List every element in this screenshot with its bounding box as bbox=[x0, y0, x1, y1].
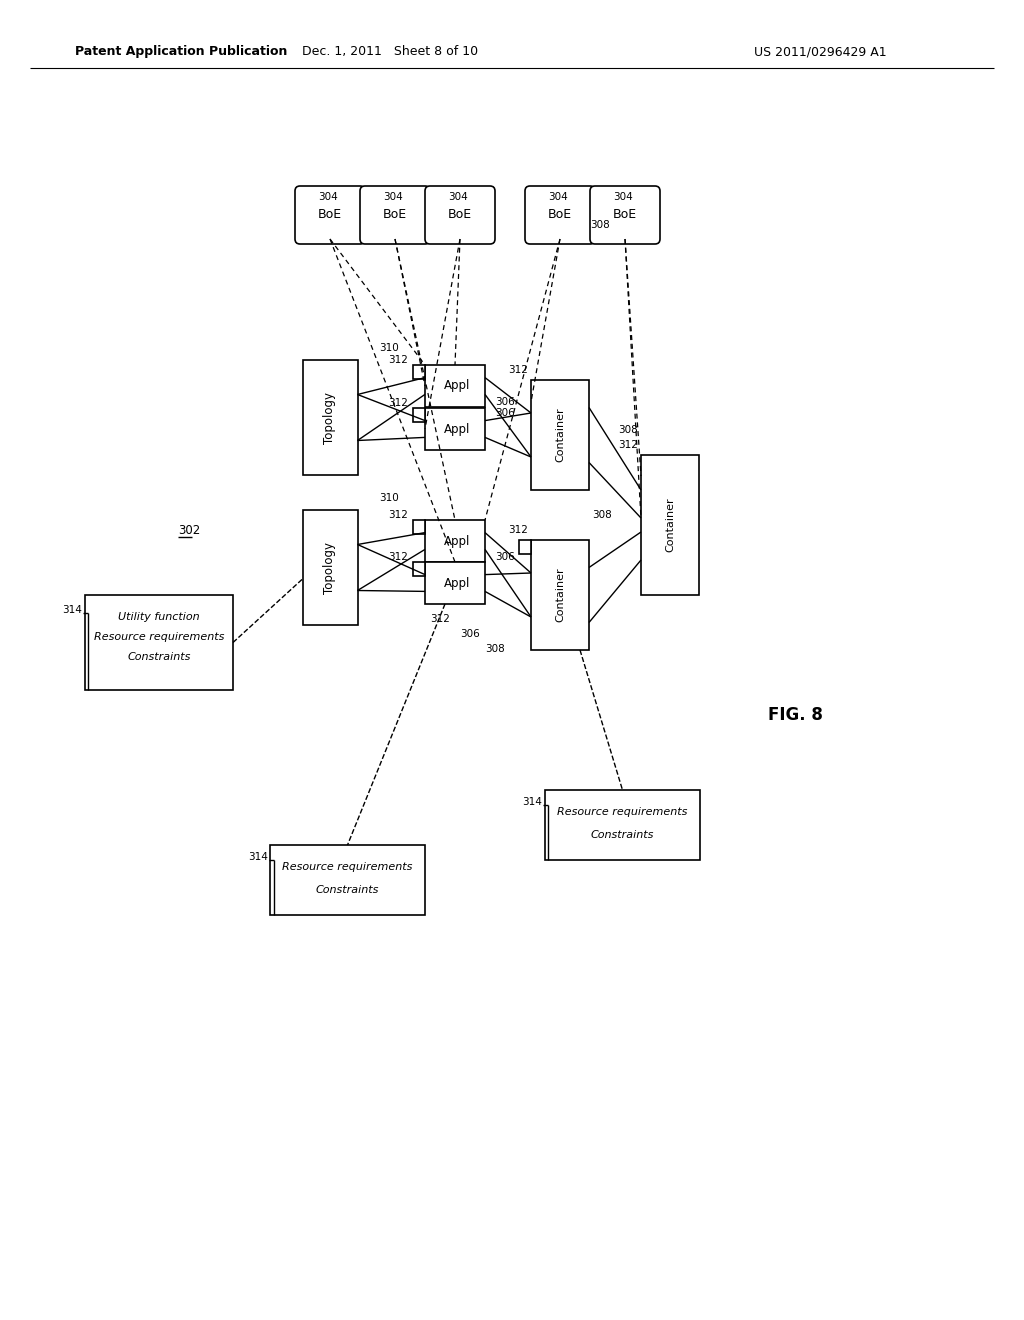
Text: 306: 306 bbox=[495, 552, 515, 562]
FancyBboxPatch shape bbox=[590, 186, 660, 244]
Text: BoE: BoE bbox=[548, 209, 572, 222]
Text: 306: 306 bbox=[460, 630, 480, 639]
Text: Container: Container bbox=[555, 568, 565, 622]
Text: 308: 308 bbox=[485, 644, 505, 653]
Bar bbox=[519, 540, 531, 554]
Text: 304: 304 bbox=[318, 191, 338, 202]
Bar bbox=[302, 510, 357, 624]
Text: 308: 308 bbox=[618, 425, 638, 436]
Text: BoE: BoE bbox=[383, 209, 408, 222]
Text: 306: 306 bbox=[495, 408, 515, 418]
Text: 312: 312 bbox=[388, 510, 408, 520]
Text: 312: 312 bbox=[508, 525, 528, 535]
Bar bbox=[531, 380, 589, 490]
Text: Topology: Topology bbox=[324, 541, 337, 594]
Text: Resource requirements: Resource requirements bbox=[94, 632, 224, 642]
Bar bbox=[413, 366, 425, 379]
Bar bbox=[545, 789, 700, 861]
Text: Constraints: Constraints bbox=[315, 884, 379, 895]
Text: Resource requirements: Resource requirements bbox=[557, 807, 688, 817]
Text: 308: 308 bbox=[592, 510, 611, 520]
Bar bbox=[413, 520, 425, 535]
Text: Constraints: Constraints bbox=[127, 652, 190, 663]
Bar bbox=[302, 360, 357, 475]
Text: Dec. 1, 2011   Sheet 8 of 10: Dec. 1, 2011 Sheet 8 of 10 bbox=[302, 45, 478, 58]
Text: 304: 304 bbox=[613, 191, 633, 202]
Bar bbox=[425, 562, 485, 605]
Text: 314: 314 bbox=[62, 605, 82, 615]
Bar bbox=[85, 595, 233, 690]
Text: Appl: Appl bbox=[443, 422, 470, 436]
Text: Appl: Appl bbox=[443, 535, 470, 548]
Text: 306: 306 bbox=[495, 397, 515, 407]
Text: 314: 314 bbox=[522, 797, 542, 807]
Text: Appl: Appl bbox=[443, 577, 470, 590]
Text: Resource requirements: Resource requirements bbox=[283, 862, 413, 873]
Text: 312: 312 bbox=[508, 366, 528, 375]
FancyBboxPatch shape bbox=[425, 186, 495, 244]
Text: FIG. 8: FIG. 8 bbox=[768, 706, 822, 723]
Bar bbox=[641, 455, 699, 595]
FancyBboxPatch shape bbox=[295, 186, 365, 244]
Bar bbox=[413, 408, 425, 422]
Text: Container: Container bbox=[555, 408, 565, 462]
Text: Container: Container bbox=[665, 498, 675, 552]
Bar bbox=[425, 366, 485, 407]
Text: Patent Application Publication: Patent Application Publication bbox=[75, 45, 288, 58]
Text: Constraints: Constraints bbox=[591, 830, 654, 840]
Text: 314: 314 bbox=[248, 851, 268, 862]
Text: 304: 304 bbox=[383, 191, 402, 202]
Text: BoE: BoE bbox=[613, 209, 637, 222]
Text: 312: 312 bbox=[618, 440, 638, 450]
Text: 304: 304 bbox=[449, 191, 468, 202]
Bar bbox=[270, 845, 425, 915]
FancyBboxPatch shape bbox=[525, 186, 595, 244]
Text: 302: 302 bbox=[178, 524, 201, 536]
Text: 312: 312 bbox=[388, 552, 408, 562]
Text: 312: 312 bbox=[388, 399, 408, 408]
Bar bbox=[425, 408, 485, 450]
Text: BoE: BoE bbox=[317, 209, 342, 222]
Text: US 2011/0296429 A1: US 2011/0296429 A1 bbox=[754, 45, 887, 58]
Text: 308: 308 bbox=[590, 220, 610, 230]
Text: 310: 310 bbox=[380, 343, 399, 352]
Text: 312: 312 bbox=[388, 355, 408, 366]
Bar bbox=[425, 520, 485, 562]
Text: 310: 310 bbox=[380, 492, 399, 503]
Bar bbox=[413, 562, 425, 576]
Bar bbox=[531, 540, 589, 649]
Text: Topology: Topology bbox=[324, 392, 337, 444]
Text: 312: 312 bbox=[430, 614, 450, 624]
Text: Utility function: Utility function bbox=[118, 612, 200, 622]
Text: 304: 304 bbox=[548, 191, 567, 202]
Text: BoE: BoE bbox=[447, 209, 472, 222]
FancyBboxPatch shape bbox=[360, 186, 430, 244]
Text: Appl: Appl bbox=[443, 380, 470, 392]
